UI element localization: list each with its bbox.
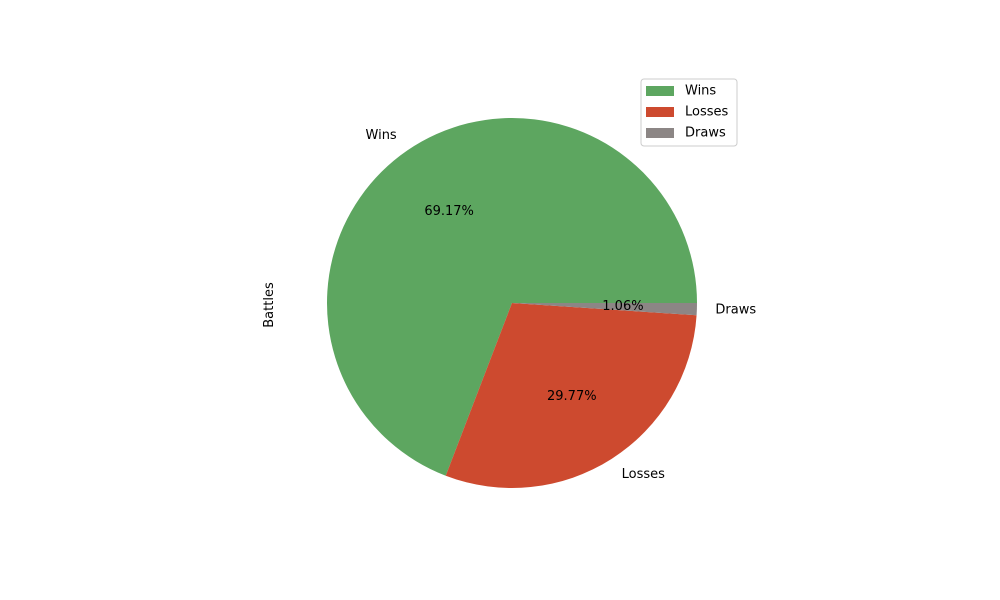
y-axis-label: Battles — [262, 282, 277, 328]
legend-swatch-draws — [646, 128, 674, 138]
legend-swatch-wins — [646, 86, 674, 96]
slice-percent-wins: 69.17% — [424, 204, 474, 219]
pie-slice-wins — [327, 118, 697, 476]
slice-label-draws: Draws — [715, 302, 756, 317]
slice-percent-losses: 29.77% — [547, 389, 597, 404]
legend-label-losses: Losses — [685, 105, 729, 120]
pie-slices — [327, 118, 697, 488]
legend-swatch-losses — [646, 107, 674, 117]
pie-slice-losses — [445, 303, 697, 488]
legend: Wins Losses Draws — [640, 78, 738, 147]
pie-labels: Wins 69.17% Losses 29.77% Draws 1.06% — [366, 128, 757, 482]
legend-label-draws: Draws — [685, 126, 726, 141]
slice-label-losses: Losses — [622, 467, 666, 482]
legend-label-wins: Wins — [685, 84, 716, 99]
slice-percent-draws: 1.06% — [602, 299, 643, 314]
slice-label-wins: Wins — [366, 128, 397, 143]
pie-slice-draws — [512, 303, 697, 316]
